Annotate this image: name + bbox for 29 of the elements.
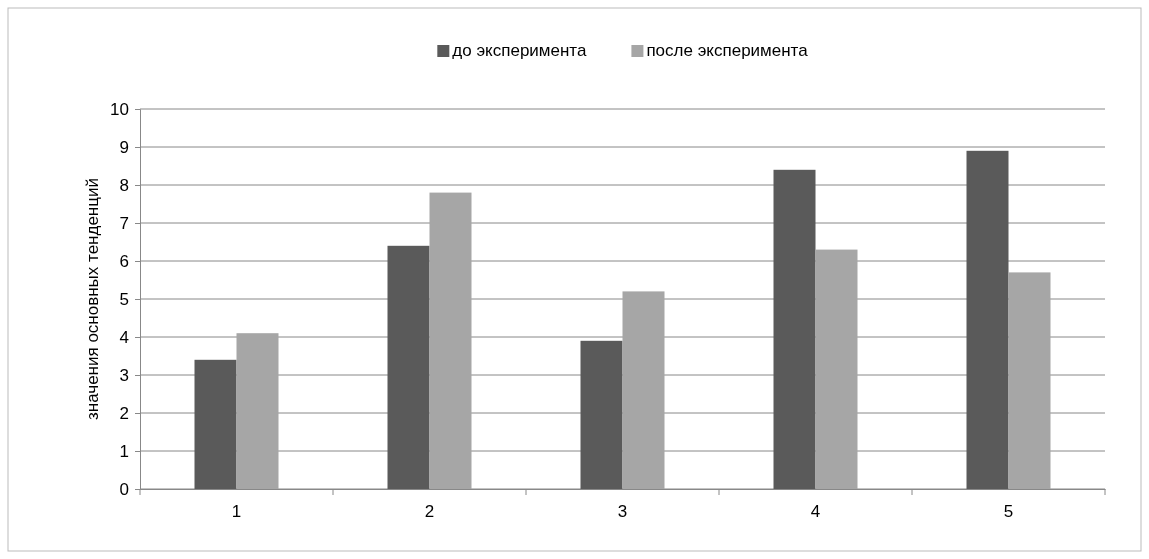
bar	[194, 359, 237, 489]
y-tick-label: 6	[119, 251, 129, 271]
y-tick-label: 3	[119, 365, 129, 385]
bar	[1008, 272, 1051, 489]
y-tick-label: 2	[119, 403, 129, 423]
y-tick-label: 5	[119, 289, 129, 309]
y-tick-label: 9	[119, 137, 129, 157]
bar	[622, 291, 665, 489]
y-tick-label: 8	[119, 175, 129, 195]
x-tick-label: 3	[617, 502, 628, 522]
x-tick-label: 5	[1003, 502, 1014, 522]
bar	[580, 340, 623, 489]
bar	[815, 249, 858, 489]
x-tick-label: 2	[424, 502, 435, 522]
legend-label: после эксперимента	[646, 41, 809, 60]
y-tick-label: 4	[119, 327, 129, 347]
legend-label: до эксперимента	[452, 41, 587, 60]
y-tick-label: 7	[119, 213, 129, 233]
x-tick-label: 4	[810, 502, 821, 522]
y-tick-label: 1	[119, 441, 129, 461]
y-tick-label: 10	[110, 99, 129, 119]
bar	[429, 192, 472, 489]
y-axis-title: значения основных тенденций	[83, 178, 102, 420]
y-tick-label: 0	[119, 479, 129, 499]
bar	[236, 333, 279, 489]
bar	[966, 150, 1009, 489]
bar	[773, 169, 816, 489]
x-tick-label: 1	[231, 502, 242, 522]
bar	[387, 245, 430, 489]
